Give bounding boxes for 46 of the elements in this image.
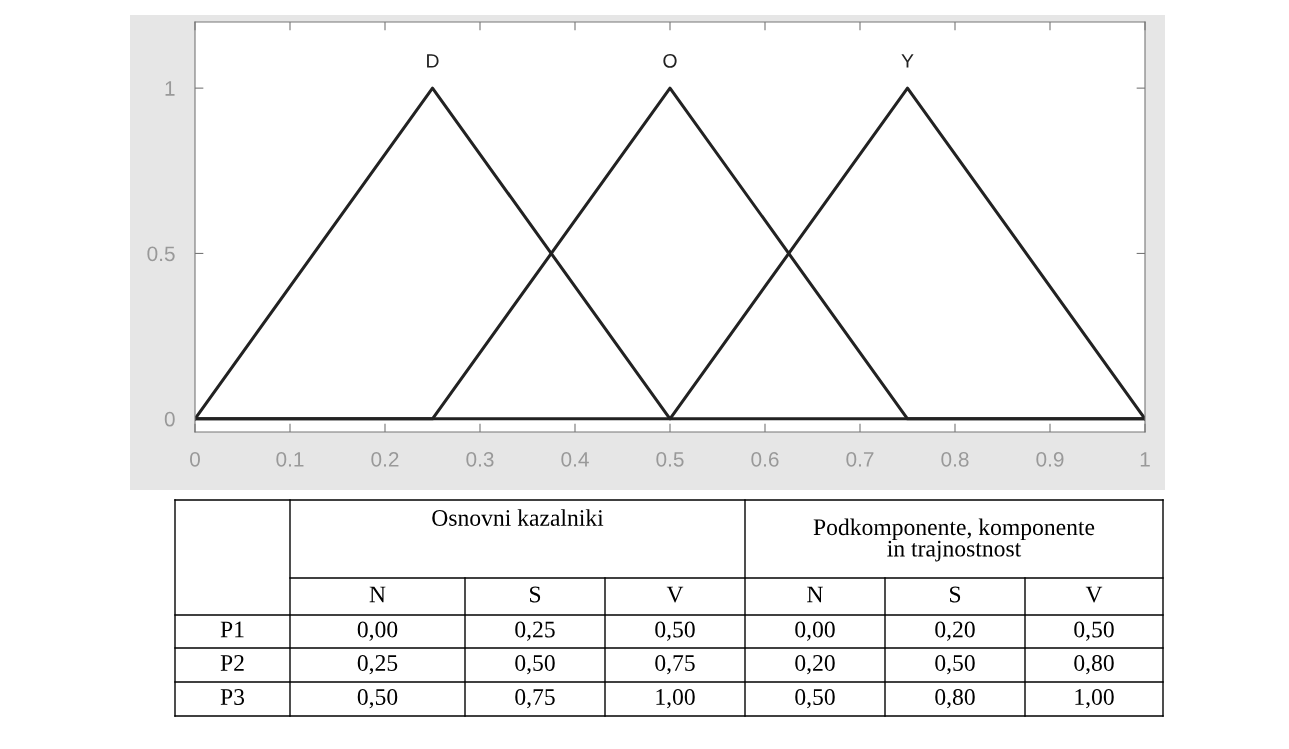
text: 0,50 [515, 654, 555, 675]
x-tick-label: 0 [190, 451, 200, 467]
text: 0,50 [1074, 621, 1114, 641]
text: N [369, 586, 386, 603]
text: P1 [220, 621, 244, 638]
text: 0,00 [357, 621, 398, 641]
text: Podkomponente, komponente in trajnostnost [813, 518, 1095, 562]
text: 0,75 [655, 654, 695, 675]
text: S [530, 586, 541, 603]
text: P3 [220, 689, 245, 705]
text: 0,25 [357, 654, 398, 675]
text: 0,00 [795, 621, 835, 641]
x-tick-label: 0.3 [466, 451, 494, 467]
x-tick-label: 0.7 [846, 451, 874, 467]
x-tick-label: 0.1 [276, 451, 304, 467]
y-tick-label: 0.5 [147, 246, 175, 262]
text: 0,25 [515, 621, 555, 641]
text: 1,00 [1075, 688, 1114, 709]
series-label: O [663, 53, 677, 68]
text: S [950, 586, 961, 603]
text: 0,80 [935, 688, 975, 709]
text: N [807, 586, 823, 603]
series-label: D [427, 54, 439, 68]
text: 0,50 [795, 688, 835, 709]
text: 1,00 [656, 688, 695, 709]
y-tick-label: 1 [165, 81, 175, 96]
x-tick-label: 1 [1140, 452, 1150, 467]
x-tick-label: 0.6 [751, 451, 779, 467]
y-tick-label: 0 [164, 411, 175, 427]
text: 0,80 [1074, 654, 1114, 675]
x-tick-label: 0.5 [656, 451, 684, 467]
text: V [1085, 586, 1103, 603]
x-tick-label: 0.2 [371, 451, 399, 467]
series-label: Y [901, 54, 914, 68]
text: 0,50 [655, 621, 695, 641]
x-tick-label: 0.4 [561, 451, 589, 467]
text: 0,20 [795, 654, 835, 675]
text: 0,20 [935, 621, 975, 641]
text: 0,75 [515, 688, 555, 709]
text: V [666, 586, 684, 603]
x-tick-label: 0.8 [941, 451, 969, 467]
text: P2 [220, 655, 244, 671]
text: 0,50 [935, 654, 975, 675]
x-tick-label: 0.9 [1036, 451, 1064, 467]
text: 0,50 [357, 688, 398, 709]
text: Osnovni kazalniki [432, 509, 604, 526]
